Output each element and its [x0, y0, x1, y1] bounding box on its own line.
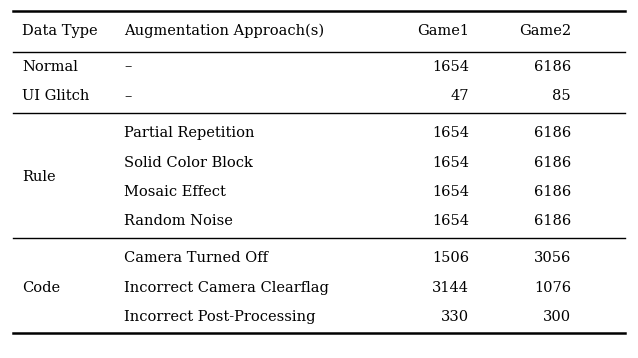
Text: Game1: Game1 [417, 24, 469, 38]
Text: Code: Code [22, 281, 61, 295]
Text: Random Noise: Random Noise [124, 214, 234, 228]
Text: Game2: Game2 [519, 24, 571, 38]
Text: 6186: 6186 [534, 59, 571, 74]
Text: Camera Turned Off: Camera Turned Off [124, 251, 269, 266]
Text: 6186: 6186 [534, 214, 571, 228]
Text: Solid Color Block: Solid Color Block [124, 155, 253, 170]
Text: Rule: Rule [22, 170, 56, 184]
Text: 3056: 3056 [533, 251, 571, 266]
Text: 6186: 6186 [534, 155, 571, 170]
Text: UI Glitch: UI Glitch [22, 89, 90, 103]
Text: 47: 47 [450, 89, 469, 103]
Text: Augmentation Approach(s): Augmentation Approach(s) [124, 23, 325, 38]
Text: Data Type: Data Type [22, 24, 98, 38]
Text: Mosaic Effect: Mosaic Effect [124, 185, 226, 199]
Text: 330: 330 [441, 310, 469, 324]
Text: 1654: 1654 [432, 155, 469, 170]
Text: 1076: 1076 [534, 281, 571, 295]
Text: 6186: 6186 [534, 126, 571, 140]
Text: 6186: 6186 [534, 185, 571, 199]
Text: 1654: 1654 [432, 126, 469, 140]
Text: Partial Repetition: Partial Repetition [124, 126, 255, 140]
Text: 1506: 1506 [432, 251, 469, 266]
Text: 85: 85 [553, 89, 571, 103]
Text: Incorrect Camera Clearflag: Incorrect Camera Clearflag [124, 281, 329, 295]
Text: Incorrect Post-Processing: Incorrect Post-Processing [124, 310, 316, 324]
Text: 1654: 1654 [432, 59, 469, 74]
Text: 3144: 3144 [432, 281, 469, 295]
Text: 1654: 1654 [432, 214, 469, 228]
Text: 300: 300 [543, 310, 571, 324]
Text: –: – [124, 59, 132, 74]
Text: Normal: Normal [22, 59, 78, 74]
Text: –: – [124, 89, 132, 103]
Text: 1654: 1654 [432, 185, 469, 199]
